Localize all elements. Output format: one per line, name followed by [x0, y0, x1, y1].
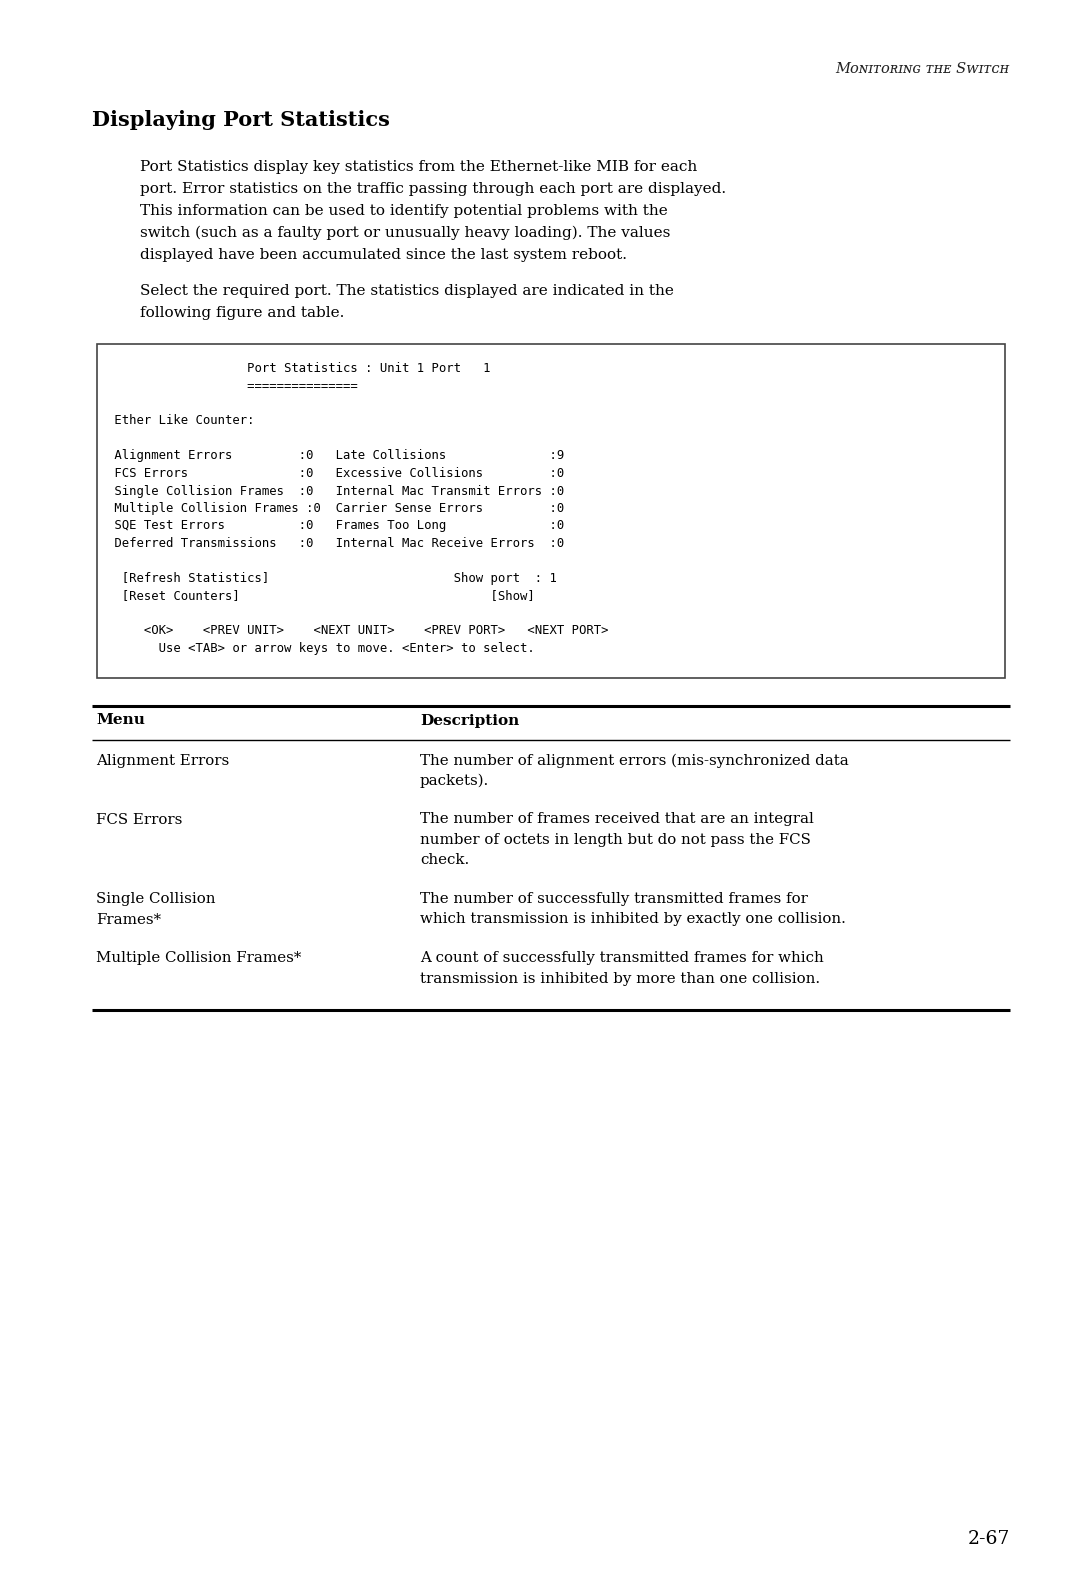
- Text: This information can be used to identify potential problems with the: This information can be used to identify…: [140, 204, 667, 218]
- Text: Use <TAB> or arrow keys to move. <Enter> to select.: Use <TAB> or arrow keys to move. <Enter>…: [107, 642, 535, 655]
- Text: [Refresh Statistics]                         Show port  : 1: [Refresh Statistics] Show port : 1: [107, 571, 557, 586]
- Text: number of octets in length but do not pass the FCS: number of octets in length but do not pa…: [420, 834, 811, 846]
- Text: 2-67: 2-67: [968, 1531, 1010, 1548]
- Text: which transmission is inhibited by exactly one collision.: which transmission is inhibited by exact…: [420, 912, 846, 926]
- Text: FCS Errors               :0   Excessive Collisions         :0: FCS Errors :0 Excessive Collisions :0: [107, 466, 564, 480]
- Text: A count of successfully transmitted frames for which: A count of successfully transmitted fram…: [420, 951, 824, 966]
- Text: Menu: Menu: [96, 713, 145, 727]
- Text: check.: check.: [420, 854, 469, 868]
- Text: Single Collision: Single Collision: [96, 892, 216, 906]
- Text: Port Statistics display key statistics from the Ethernet-like MIB for each: Port Statistics display key statistics f…: [140, 160, 698, 174]
- Text: Single Collision Frames  :0   Internal Mac Transmit Errors :0: Single Collision Frames :0 Internal Mac …: [107, 485, 564, 498]
- Text: Multiple Collision Frames*: Multiple Collision Frames*: [96, 951, 301, 966]
- Text: Select the required port. The statistics displayed are indicated in the: Select the required port. The statistics…: [140, 284, 674, 298]
- Text: Mᴏɴɪᴛᴏʀɪɴɢ ᴛʜᴇ Sᴡɪᴛᴄʜ: Mᴏɴɪᴛᴏʀɪɴɢ ᴛʜᴇ Sᴡɪᴛᴄʜ: [836, 61, 1010, 75]
- Text: ===============: ===============: [107, 380, 357, 392]
- Text: SQE Test Errors          :0   Frames Too Long              :0: SQE Test Errors :0 Frames Too Long :0: [107, 520, 564, 532]
- Text: <OK>    <PREV UNIT>    <NEXT UNIT>    <PREV PORT>   <NEXT PORT>: <OK> <PREV UNIT> <NEXT UNIT> <PREV PORT>…: [107, 625, 608, 637]
- Text: Alignment Errors: Alignment Errors: [96, 754, 229, 768]
- Text: packets).: packets).: [420, 774, 489, 788]
- Text: port. Error statistics on the traffic passing through each port are displayed.: port. Error statistics on the traffic pa…: [140, 182, 726, 196]
- Text: The number of successfully transmitted frames for: The number of successfully transmitted f…: [420, 892, 808, 906]
- Text: FCS Errors: FCS Errors: [96, 813, 183, 826]
- Text: Frames*: Frames*: [96, 912, 161, 926]
- Text: Alignment Errors         :0   Late Collisions              :9: Alignment Errors :0 Late Collisions :9: [107, 449, 564, 463]
- Text: The number of alignment errors (mis-synchronized data: The number of alignment errors (mis-sync…: [420, 754, 849, 768]
- Text: The number of frames received that are an integral: The number of frames received that are a…: [420, 813, 814, 826]
- Text: Deferred Transmissions   :0   Internal Mac Receive Errors  :0: Deferred Transmissions :0 Internal Mac R…: [107, 537, 564, 550]
- Text: displayed have been accumulated since the last system reboot.: displayed have been accumulated since th…: [140, 248, 627, 262]
- Text: [Reset Counters]                                  [Show]: [Reset Counters] [Show]: [107, 589, 535, 603]
- Text: Multiple Collision Frames :0  Carrier Sense Errors         :0: Multiple Collision Frames :0 Carrier Sen…: [107, 502, 564, 515]
- Bar: [97, 344, 1005, 678]
- Text: switch (such as a faulty port or unusually heavy loading). The values: switch (such as a faulty port or unusual…: [140, 226, 671, 240]
- Text: Description: Description: [420, 713, 519, 727]
- Text: Port Statistics : Unit 1 Port   1: Port Statistics : Unit 1 Port 1: [107, 363, 490, 375]
- Text: Displaying Port Statistics: Displaying Port Statistics: [92, 110, 390, 130]
- Text: transmission is inhibited by more than one collision.: transmission is inhibited by more than o…: [420, 972, 820, 986]
- Text: following figure and table.: following figure and table.: [140, 306, 345, 320]
- Text: Ether Like Counter:: Ether Like Counter:: [107, 414, 255, 427]
